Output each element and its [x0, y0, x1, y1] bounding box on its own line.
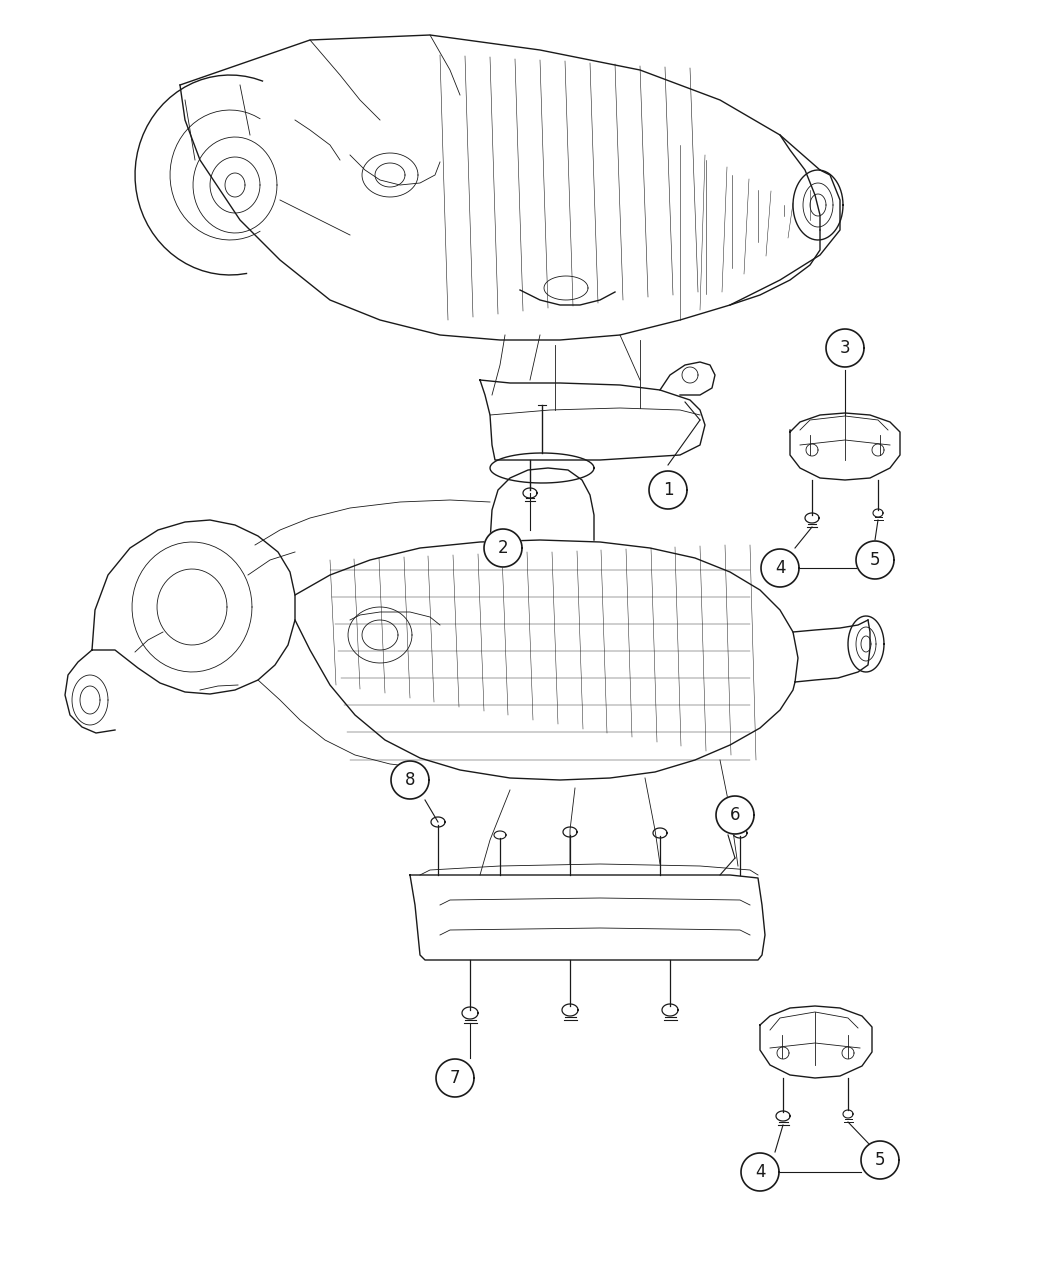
Text: 4: 4 [775, 558, 785, 578]
Polygon shape [861, 1141, 899, 1179]
Text: 8: 8 [404, 771, 415, 789]
Text: 7: 7 [449, 1068, 460, 1088]
Polygon shape [391, 761, 429, 799]
Polygon shape [649, 470, 687, 509]
Polygon shape [856, 541, 894, 579]
Text: 5: 5 [869, 551, 880, 569]
Text: 3: 3 [840, 339, 850, 357]
Text: 5: 5 [875, 1151, 885, 1169]
Polygon shape [826, 329, 864, 367]
Text: 1: 1 [663, 481, 673, 499]
Polygon shape [436, 1060, 474, 1096]
Polygon shape [484, 529, 522, 567]
Text: 4: 4 [755, 1163, 765, 1181]
Polygon shape [741, 1153, 779, 1191]
Polygon shape [716, 796, 754, 834]
Text: 6: 6 [730, 806, 740, 824]
Polygon shape [761, 550, 799, 586]
Text: 2: 2 [498, 539, 508, 557]
